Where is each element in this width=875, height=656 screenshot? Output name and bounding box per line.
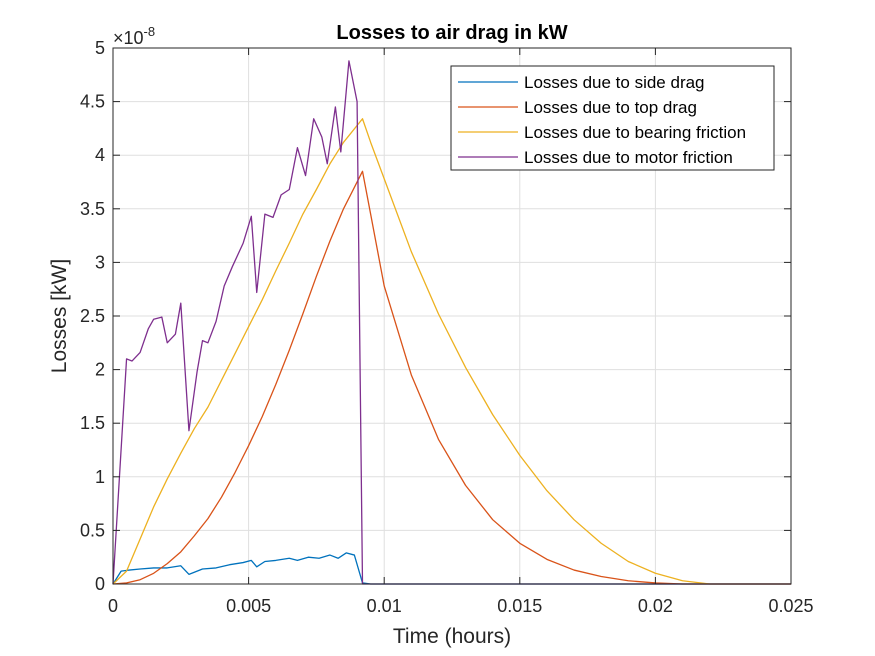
legend-label-4: Losses due to motor friction — [524, 148, 733, 167]
y-exponent-label: ×10-8 — [113, 24, 155, 48]
y-tick-label: 0 — [95, 574, 105, 594]
legend-label-2: Losses due to top drag — [524, 98, 697, 117]
legend: Losses due to side drag Losses due to top… — [450, 65, 775, 171]
x-tick-label: 0.025 — [768, 596, 813, 616]
y-exponent-base: ×10 — [113, 28, 144, 48]
x-tick-label: 0 — [108, 596, 118, 616]
y-tick-label: 1 — [95, 467, 105, 487]
y-tick-label: 0.5 — [80, 520, 105, 540]
chart-title: Losses to air drag in kW — [336, 22, 567, 44]
x-tick-label: 0.01 — [367, 596, 402, 616]
x-tick-label: 0.005 — [226, 596, 271, 616]
x-axis-label: Time (hours) — [393, 625, 511, 648]
y-tick-label: 4 — [95, 145, 105, 165]
y-tick-label: 4.5 — [80, 92, 105, 112]
x-tick-label: 0.02 — [638, 596, 673, 616]
x-tick-label: 0.015 — [497, 596, 542, 616]
y-tick-label: 5 — [95, 38, 105, 58]
series-line-1 — [112, 552, 791, 585]
series-line-4 — [112, 60, 791, 585]
tick-marks — [112, 47, 792, 585]
y-axis-label: Losses [kW] — [48, 259, 71, 373]
series-lines — [112, 60, 791, 585]
y-tick-labels: 0 0.5 1 1.5 2 2.5 3 3.5 4 4.5 5 — [80, 38, 105, 594]
y-tick-label: 2.5 — [80, 306, 105, 326]
legend-label-3: Losses due to bearing friction — [524, 123, 746, 142]
y-tick-label: 3.5 — [80, 199, 105, 219]
y-tick-label: 3 — [95, 252, 105, 272]
legend-box — [450, 65, 775, 171]
legend-label-1: Losses due to side drag — [524, 73, 705, 92]
x-tick-labels: 0 0.005 0.01 0.015 0.02 0.025 — [108, 596, 814, 616]
legend-items: Losses due to side drag Losses due to top… — [458, 73, 746, 167]
series-line-3 — [112, 118, 791, 585]
y-exponent-power: -8 — [144, 24, 156, 39]
series-line-2 — [112, 170, 791, 585]
y-tick-label: 2 — [95, 360, 105, 380]
y-tick-label: 1.5 — [80, 413, 105, 433]
